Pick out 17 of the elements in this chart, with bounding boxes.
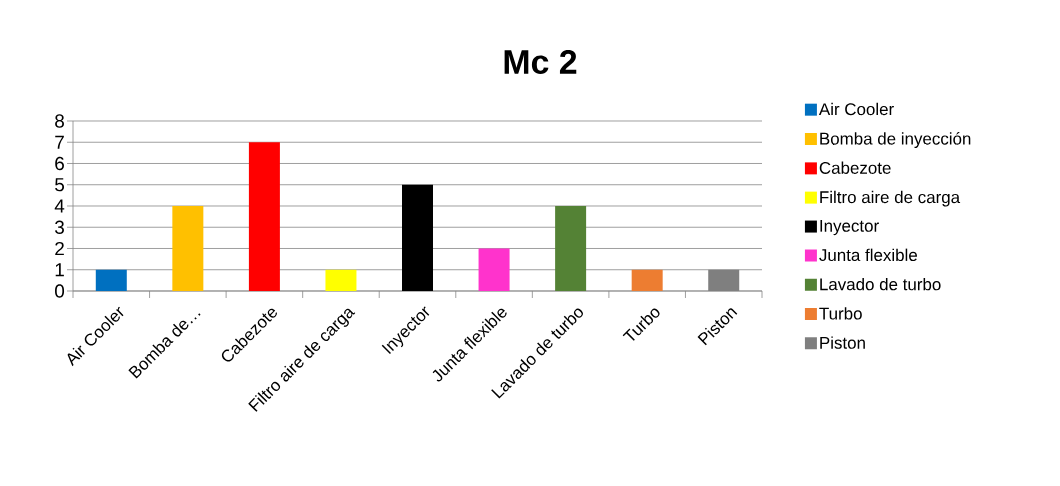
y-tick-label: 2	[55, 241, 64, 256]
y-tick-label: 7	[55, 135, 64, 149]
legend-label: Inyector	[820, 219, 879, 236]
y-tick-label: 8	[55, 114, 64, 128]
y-tick-label: 3	[55, 220, 64, 234]
legend-label: Bomba de inyección	[820, 132, 971, 149]
legend-label: Cabezote	[819, 161, 891, 174]
legend-label: Air Cooler	[818, 102, 894, 116]
y-tick-label: 6	[55, 156, 64, 171]
y-tick-label: 1	[55, 263, 64, 277]
y-tick-label: 4	[54, 199, 65, 213]
chart-title: Mc 2	[504, 49, 577, 74]
legend-label: Lavado de turbo	[820, 277, 941, 291]
legend-label: Junta flexible	[819, 248, 917, 262]
legend-label: Filtro aire de carga	[820, 190, 961, 207]
y-tick-label: 0	[55, 284, 65, 298]
y-tick-label: 5	[55, 178, 65, 192]
